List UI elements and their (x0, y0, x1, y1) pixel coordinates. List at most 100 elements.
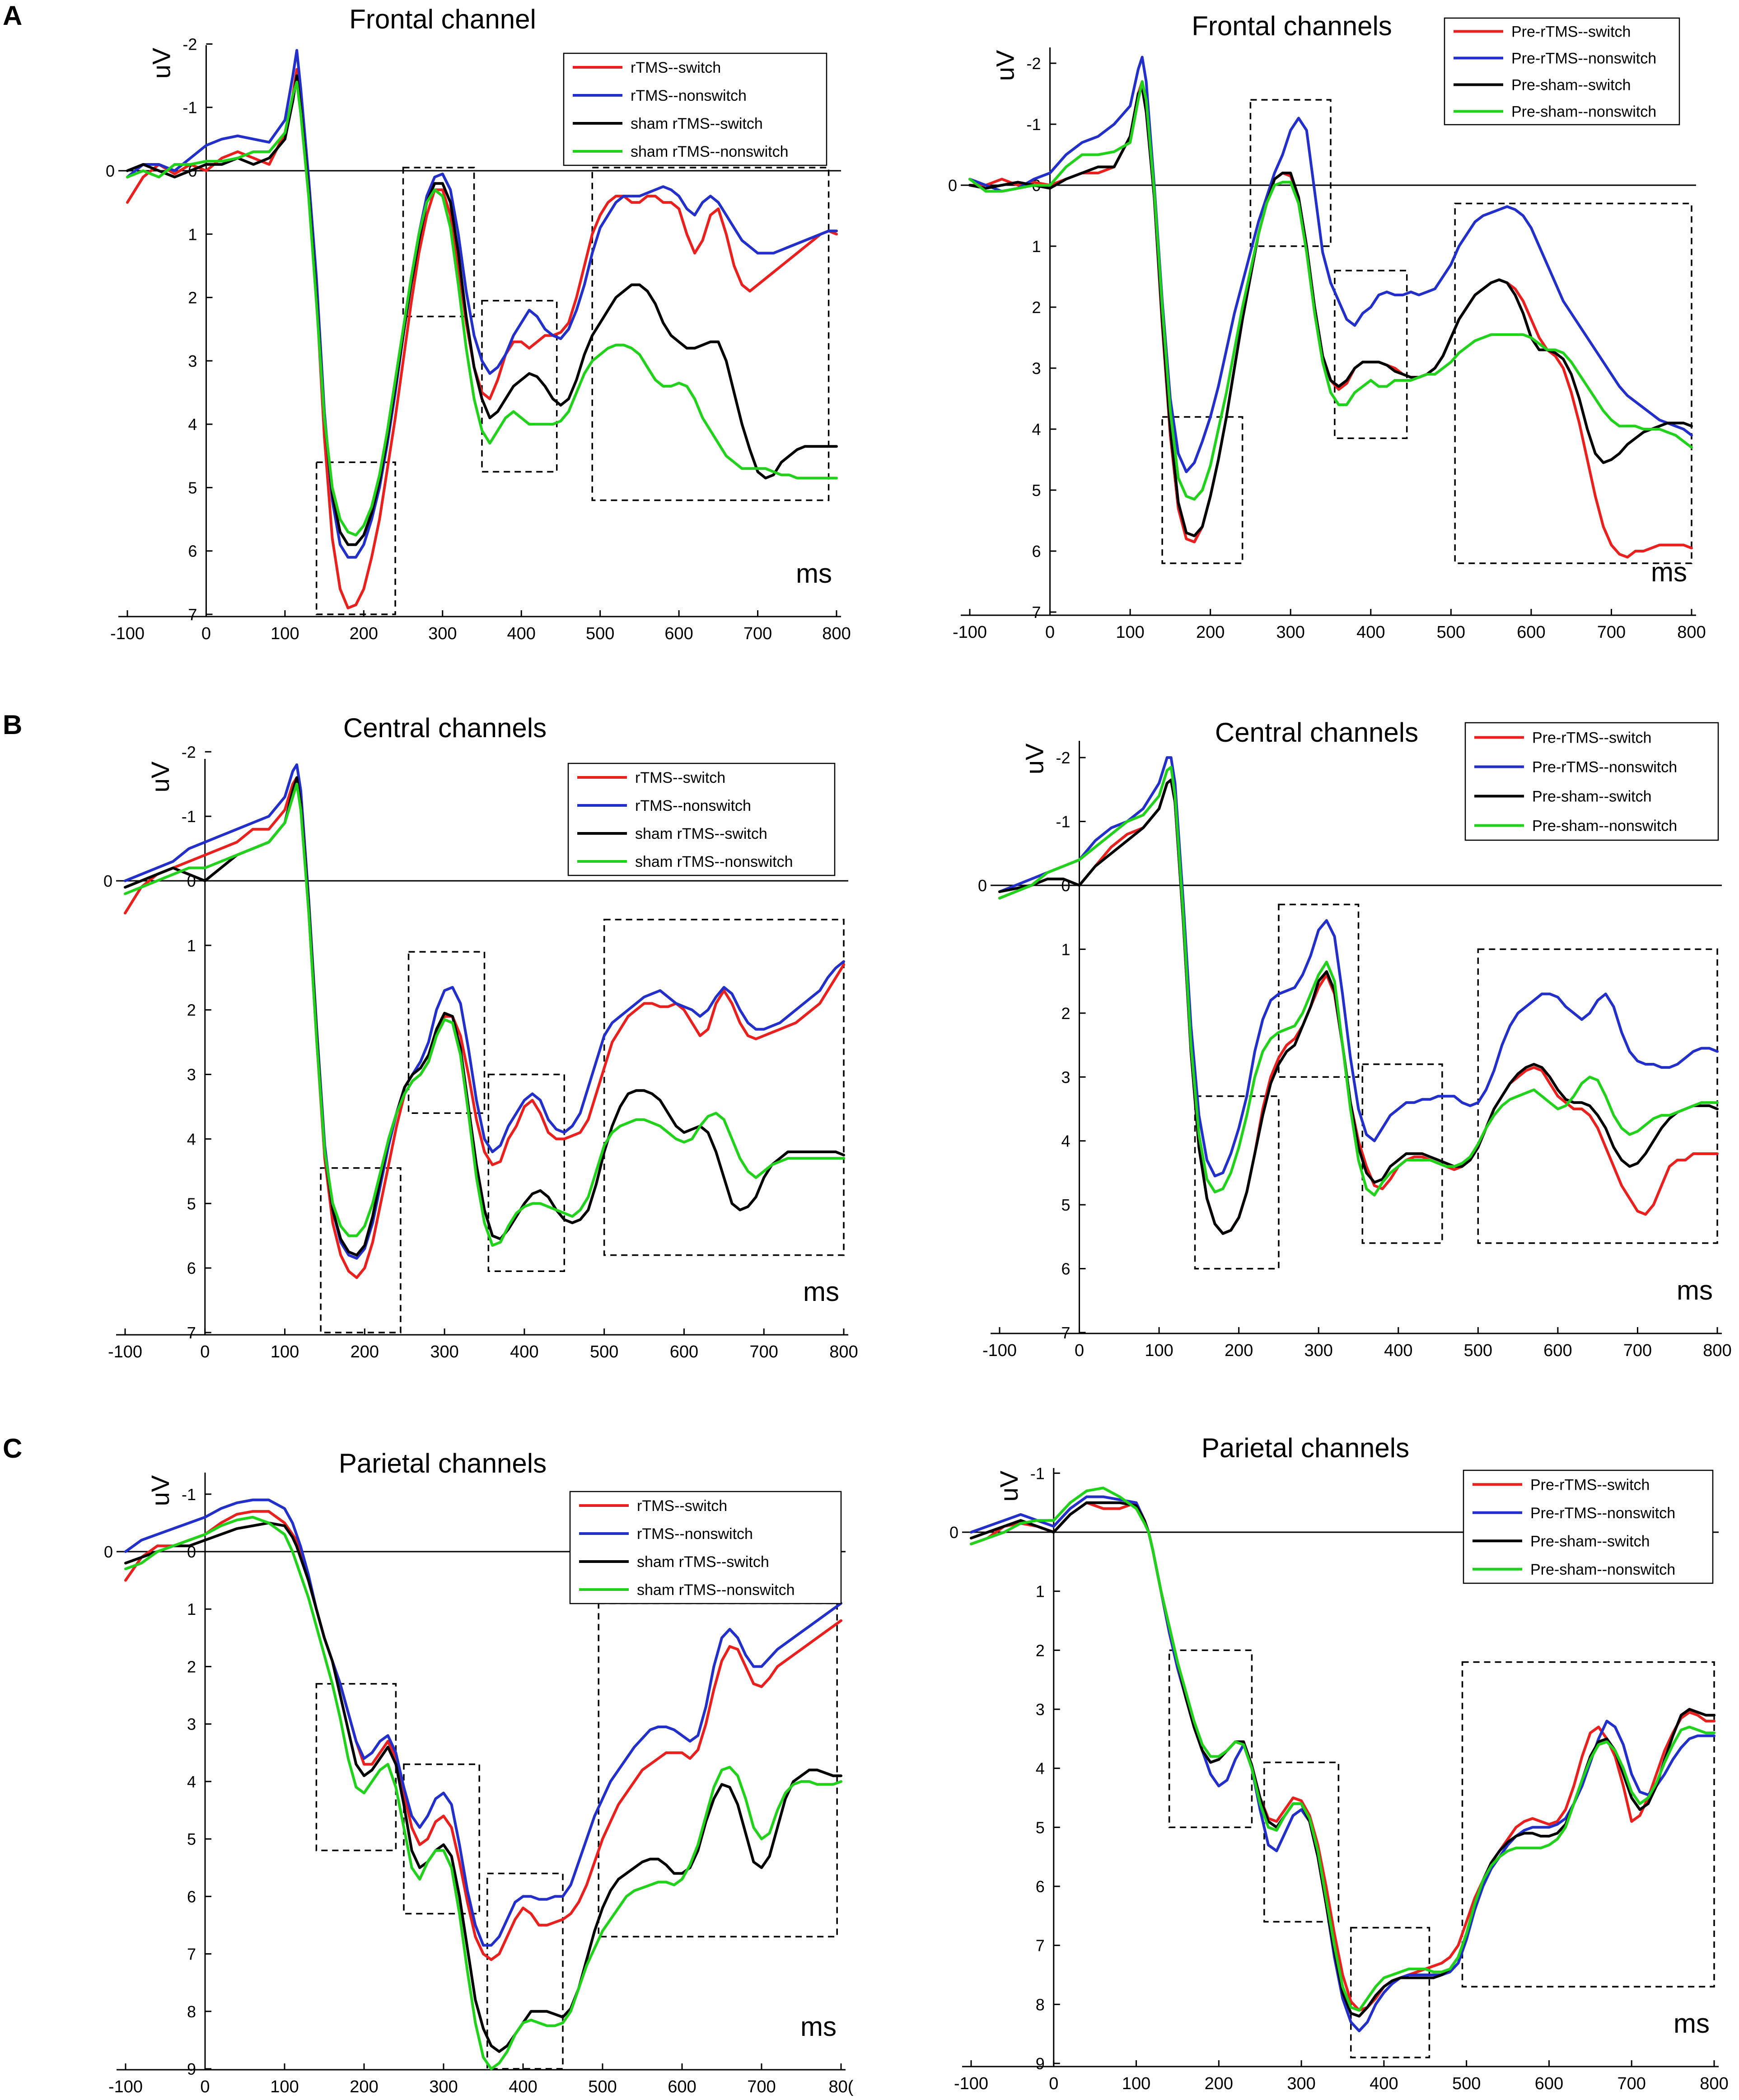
highlight-window (1161, 416, 1243, 564)
x-tick-label: 700 (747, 2077, 776, 2096)
x-tick-label: 400 (1370, 2074, 1398, 2093)
series-line-pre-sham-nonswitch (970, 1487, 1716, 2012)
x-tick-label: 0 (1045, 623, 1055, 642)
x-tick-label: 0 (200, 1342, 210, 1361)
series-line-sham-rtms-nonswitch (124, 782, 845, 1247)
row-label-c: C (3, 1433, 23, 1464)
y-axis-label: uV (146, 761, 174, 792)
zero-label: 0 (949, 1523, 958, 1542)
highlight-window (591, 167, 830, 501)
y-tick-label: -2 (182, 743, 196, 761)
legend-entry: sham rTMS--nonswitch (635, 853, 793, 870)
series-line-sham-rtms-nonswitch (124, 1515, 842, 2070)
legend-entry: Pre-rTMS--switch (1532, 730, 1651, 747)
x-tick-label: 400 (1384, 1341, 1412, 1360)
y-axis-label: uV (1020, 743, 1049, 774)
legend-entry: Pre-sham--switch (1511, 77, 1631, 94)
highlight-window (403, 1763, 480, 1915)
x-tick-label: 0 (1049, 2074, 1058, 2093)
x-tick-label: -100 (982, 1341, 1017, 1360)
series-line-sham-rtms-nonswitch (126, 80, 838, 537)
highlight-window (320, 1167, 402, 1333)
x-tick-label: 700 (750, 1342, 778, 1361)
highlight-window (1278, 903, 1360, 1078)
highlight-window (1461, 1661, 1715, 1988)
chart-panel-c-left: -100 0 100 200 300 400 500 600 700 80(-1 0 1 2 3 4 5 6 7 8… (104, 1448, 854, 2096)
x-tick-label: -100 (953, 623, 987, 642)
legend-entry: Pre-sham--nonswitch (1530, 1561, 1675, 1578)
x-tick-label: 500 (588, 2077, 617, 2096)
x-tick-label: 300 (428, 624, 457, 643)
chart-title: Central channels (343, 713, 547, 743)
x-axis-label: ms (1674, 2008, 1710, 2039)
legend-entry: sham rTMS--switch (635, 825, 767, 842)
y-tick-label: 5 (1032, 481, 1041, 500)
x-tick-label: 600 (1543, 1341, 1572, 1360)
x-tick-label: 100 (270, 2077, 299, 2096)
x-tick-label: 700 (1617, 2074, 1646, 2093)
y-tick-label: 7 (187, 1324, 196, 1342)
y-tick-label: -2 (182, 35, 197, 53)
y-tick-label: 8 (1036, 1995, 1045, 2014)
y-tick-label: 4 (187, 1773, 196, 1791)
x-tick-label: 300 (1276, 623, 1305, 642)
series-line-pre-sham-nonswitch (968, 80, 1693, 501)
x-tick-label: 80( (829, 2077, 854, 2096)
x-tick-label: 200 (350, 624, 378, 643)
y-tick-label: -1 (182, 98, 197, 117)
y-tick-label: 2 (187, 1001, 196, 1020)
chart-title: Central channels (1215, 717, 1418, 748)
highlight-window (1194, 1095, 1280, 1270)
x-tick-label: 200 (351, 1342, 379, 1361)
highlight-window (1454, 202, 1692, 564)
chart-panel-c-right: -100 0 100 200 300 400 500 600 700 800 -1 1 2 3 4 5 6 7 8 9… (949, 1433, 1729, 2093)
y-tick-label: 2 (188, 289, 197, 307)
x-tick-label: 100 (1145, 1341, 1173, 1360)
y-tick-label: 6 (187, 1259, 196, 1277)
y-tick-label: 4 (1061, 1132, 1071, 1151)
x-tick-label: 800 (1700, 2074, 1728, 2093)
x-axis-label: ms (800, 2011, 837, 2042)
legend: Pre-rTMS--switch Pre-rTMS--nonswitch Pre-s… (1444, 17, 1680, 126)
y-tick-label: 6 (1061, 1260, 1071, 1278)
y-tick-label: 1 (1032, 237, 1041, 256)
chart-panel-b-right: -100 0 100 200 300 400 500 600 700 800 -2 -1 0 1 2 3 4 5 6… (978, 717, 1732, 1360)
y-tick-label: 7 (1032, 603, 1041, 622)
y-tick-label: -1 (182, 807, 196, 826)
y-tick-label: 5 (187, 1194, 196, 1213)
x-tick-label: 800 (1677, 623, 1706, 642)
y-tick-label: 6 (1032, 542, 1041, 561)
legend-entry: sham rTMS--switch (637, 1553, 769, 1571)
x-tick-label: 500 (1452, 2074, 1481, 2093)
x-tick-label: 600 (664, 624, 693, 643)
x-tick-label: 200 (350, 2077, 378, 2096)
highlight-window (1477, 948, 1718, 1244)
x-tick-label: 600 (1535, 2074, 1563, 2093)
zero-label: 0 (103, 872, 112, 890)
y-tick-label: 9 (187, 2060, 196, 2078)
legend-entry: rTMS--nonswitch (637, 1525, 753, 1543)
chart-title: Frontal channels (1192, 11, 1392, 41)
row-label-a: A (3, 0, 23, 31)
legend: Pre-rTMS--switch Pre-rTMS--nonswitch Pre-s… (1463, 1469, 1714, 1584)
y-tick-label: 5 (1036, 1818, 1045, 1837)
y-tick-label: 7 (1036, 1936, 1045, 1955)
y-tick-label: 8 (187, 2002, 196, 2021)
x-tick-label: 200 (1196, 623, 1225, 642)
x-axis-label: ms (796, 558, 832, 589)
y-axis-label: uV (991, 50, 1019, 81)
y-tick-label: 3 (187, 1715, 196, 1734)
zero-label: 0 (106, 162, 115, 180)
zero-label: 0 (978, 876, 987, 895)
x-tick-label: 400 (507, 624, 536, 643)
legend-entry: Pre-rTMS--nonswitch (1511, 50, 1656, 67)
x-tick-label: 400 (1356, 623, 1385, 642)
y-tick-label: 3 (187, 1066, 196, 1084)
y-tick-label: 5 (187, 1830, 196, 1848)
legend-entry: rTMS--switch (637, 1497, 727, 1515)
y-tick-label: 2 (187, 1657, 196, 1676)
y-tick-label: -1 (1027, 115, 1041, 134)
legend: rTMS--switch rTMS--nonswitch sham rTMS--sw… (567, 762, 836, 876)
chart-title: Frontal channel (349, 4, 536, 34)
